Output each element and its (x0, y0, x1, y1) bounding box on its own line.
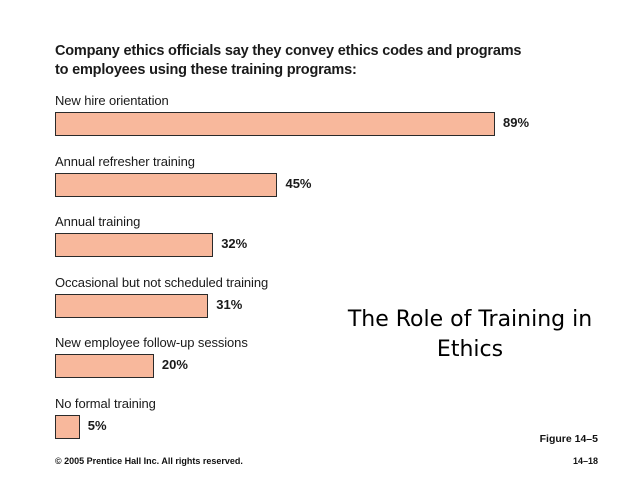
bar-value-label: 20% (161, 357, 188, 372)
page-number: 14–18 (572, 456, 598, 466)
chart-title: Company ethics officials say they convey… (55, 43, 522, 78)
bar (55, 233, 214, 257)
bar (55, 414, 80, 439)
bar (55, 354, 154, 378)
bar-value-label: 5% (87, 417, 107, 433)
bar-value-label: 89% (503, 115, 530, 130)
bar-label: Annual refresher training (55, 153, 195, 169)
bar-value-label: 32% (221, 236, 248, 251)
figure-label: Figure 14–5 (539, 433, 598, 445)
bar (55, 112, 495, 136)
bar-label: Annual training (55, 214, 141, 229)
bar-label: No formal training (55, 395, 156, 411)
slide-title: The Role of Training in Ethics (347, 307, 593, 362)
bar-label: New hire orientation (55, 93, 169, 108)
bar-label: Occasional but not scheduled training (55, 274, 269, 290)
bar-label: New employee follow-up sessions (55, 335, 248, 350)
bar-value-label: 31% (216, 296, 243, 312)
bar (55, 293, 209, 318)
bar (55, 172, 278, 197)
copyright-notice: © 2005 Prentice Hall Inc. All rights res… (55, 456, 243, 466)
bar-value-label: 45% (285, 175, 312, 191)
